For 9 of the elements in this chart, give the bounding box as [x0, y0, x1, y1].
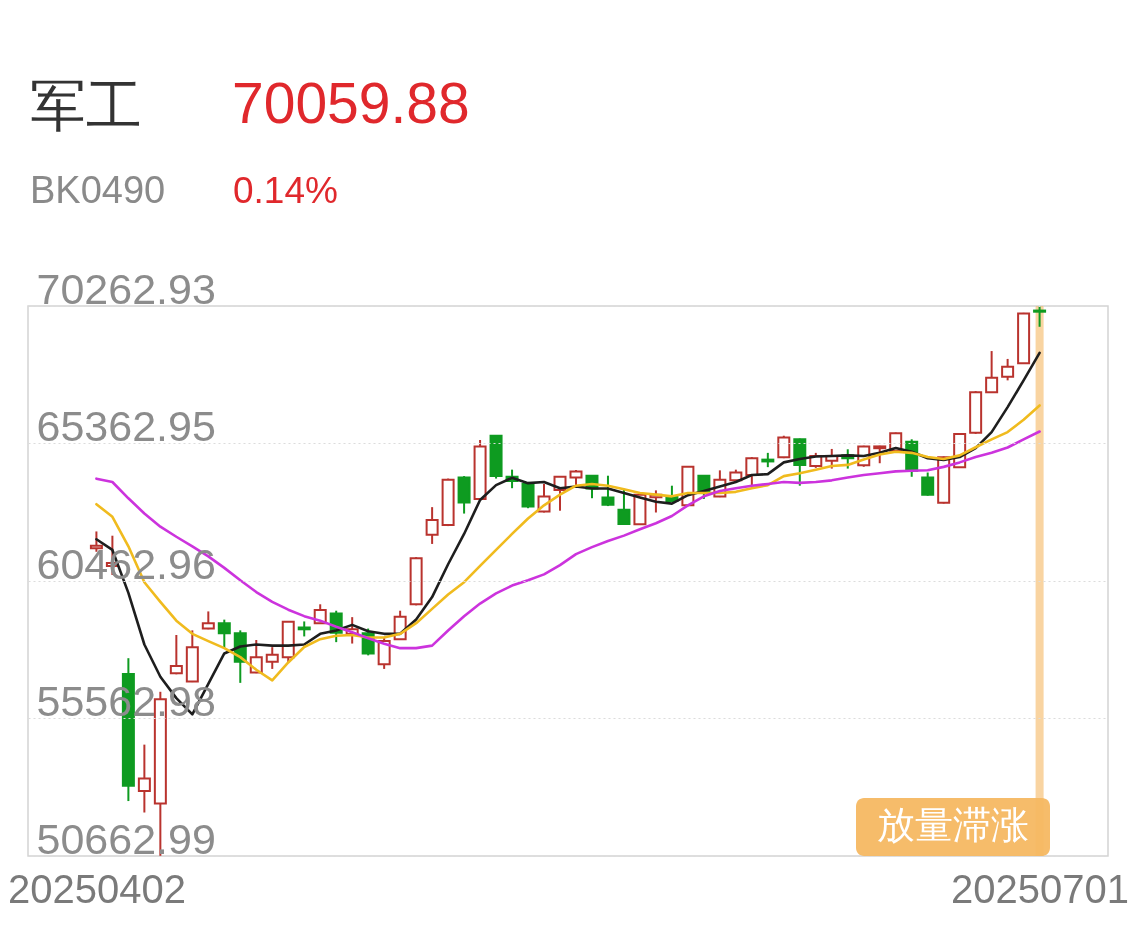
y-tick-label: 70262.93: [36, 264, 216, 313]
x-tick-label: 20250402: [7, 866, 186, 911]
text: 70059.88: [232, 71, 470, 135]
chart-title: 军工: [30, 73, 142, 138]
text: 0.14%: [233, 170, 338, 211]
chart-subtitle: BK0490: [30, 169, 166, 211]
y-tick-label: 65362.95: [36, 402, 216, 450]
ref-line-label: 放量滞涨: [877, 803, 1029, 847]
x-tick-label: 20250701: [951, 866, 1130, 911]
